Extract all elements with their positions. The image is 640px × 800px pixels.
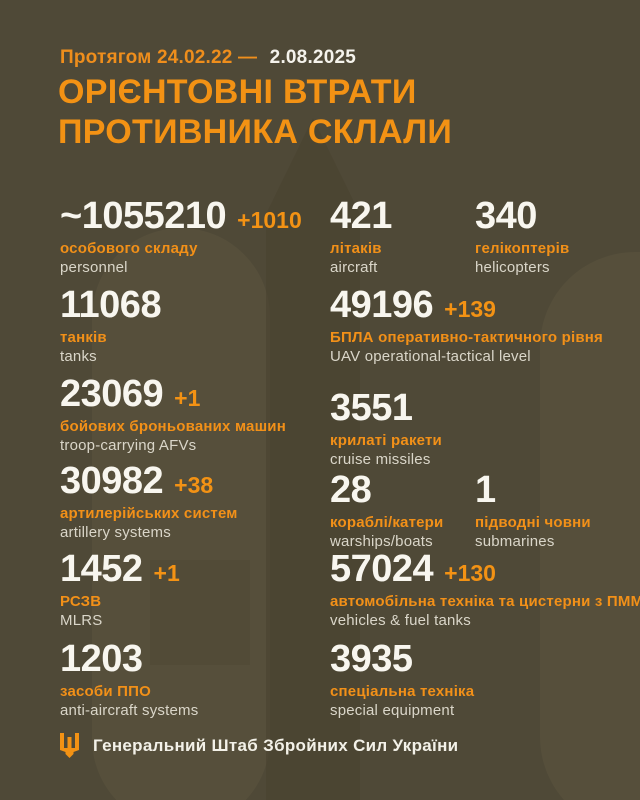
date-range: Протягом 24.02.22 — 2.08.2025 — [60, 47, 356, 69]
period-prefix: Протягом 24.02.22 — — [60, 47, 258, 68]
stat-label-en: warships/boats — [330, 533, 433, 550]
stat-label-ua: артилерійських систем — [60, 505, 238, 522]
stat-number-row: 30982 +38 — [60, 461, 238, 501]
footer-org-name: Генеральний Штаб Збройних Сил України — [93, 736, 459, 755]
stat-number-row: 1452 +1 — [60, 549, 180, 589]
stat-number-row: 3551 — [330, 388, 442, 428]
stat-label-ua: танків — [60, 329, 107, 346]
stat-submarines: 1 підводні човни submarines — [475, 470, 591, 552]
stat-label-en: helicopters — [475, 259, 550, 276]
stat-warships: 28 кораблі/катери warships/boats — [330, 470, 443, 552]
stat-vehicles-fuel-tanks: 57024 +130 автомобільна техніка та цисте… — [330, 549, 640, 631]
title-line-2: ПРОТИВНИКА СКЛАЛИ — [58, 113, 453, 151]
stat-personnel: ~1055210 +1010 особового складу personne… — [60, 196, 302, 278]
stat-label-en: special equipment — [330, 702, 455, 719]
stat-label-en: MLRS — [60, 612, 103, 629]
stat-artillery: 30982 +38 артилерійських систем artiller… — [60, 461, 238, 543]
trident-icon — [60, 733, 79, 758]
stat-label-en: submarines — [475, 533, 555, 550]
stat-delta: +130 — [444, 560, 496, 586]
stat-afv: 23069 +1 бойових броньованих машин troop… — [60, 374, 286, 456]
stat-label-ua: автомобільна техніка та цистерни з ПММ — [330, 593, 640, 610]
stat-number-row: 49196 +139 — [330, 285, 603, 325]
stat-cruise-missiles: 3551 крилаті ракети cruise missiles — [330, 388, 442, 470]
stat-aircraft: 421 літаків aircraft — [330, 196, 392, 278]
stat-label-en: troop-carrying AFVs — [60, 437, 197, 454]
stat-delta: +139 — [444, 296, 496, 322]
stat-delta: +1 — [153, 560, 180, 586]
stat-number-row: 57024 +130 — [330, 549, 640, 589]
stat-tanks: 11068 танків tanks — [60, 284, 162, 367]
stat-label-ua: РСЗВ — [60, 593, 102, 610]
stat-value: 1203 — [60, 638, 143, 680]
stat-helicopters: 340 гелікоптерів helicopters — [475, 196, 569, 278]
stat-number-row: ~1055210 +1010 — [60, 196, 302, 236]
page-title: ОРІЄНТОВНІ ВТРАТИ ПРОТИВНИКА СКЛАЛИ — [58, 72, 452, 152]
stat-label-ua: спеціальна техніка — [330, 683, 475, 700]
stat-label-en: vehicles & fuel tanks — [330, 612, 471, 629]
footer: Генеральний Штаб Збройних Сил України — [60, 733, 458, 759]
stat-mlrs: 1452 +1 РСЗВ MLRS — [60, 549, 180, 631]
stat-delta: +38 — [174, 472, 214, 498]
stat-value: 1452 — [60, 548, 143, 590]
stat-label-ua: засоби ППО — [60, 683, 151, 700]
stat-label-ua: гелікоптерів — [475, 240, 570, 257]
stat-delta: +1 — [174, 385, 201, 411]
stat-label-en: tanks — [60, 348, 97, 365]
stat-label-ua: БПЛА оперативно-тактичного рівня — [330, 329, 604, 346]
stat-value: 30982 — [60, 460, 164, 502]
stat-label-en: personnel — [60, 259, 128, 276]
period-end: 2.08.2025 — [269, 47, 356, 68]
stat-number-row: 28 — [330, 470, 443, 510]
stat-label-ua: літаків — [330, 240, 382, 257]
stat-delta: +1010 — [237, 207, 302, 233]
stat-value: 49196 — [330, 284, 434, 326]
stat-label-ua: підводні човни — [475, 514, 591, 531]
stat-value: 340 — [475, 195, 537, 237]
stat-special-equipment: 3935 спеціальна техніка special equipmen… — [330, 639, 474, 721]
stat-number-row: 1203 — [60, 639, 198, 679]
stat-value: 3551 — [330, 387, 413, 429]
stat-value: 57024 — [330, 548, 434, 590]
stat-label-en: aircraft — [330, 259, 378, 276]
stat-anti-aircraft: 1203 засоби ППО anti-aircraft systems — [60, 639, 198, 721]
stat-uav: 49196 +139 БПЛА оперативно-тактичного рі… — [330, 285, 603, 367]
stat-number-row: 23069 +1 — [60, 374, 286, 414]
stat-value: 11068 — [60, 284, 162, 326]
stat-label-en: artillery systems — [60, 524, 171, 541]
stat-number-row: 1 — [475, 470, 591, 510]
stat-label-ua: кораблі/катери — [330, 514, 444, 531]
stat-value: 3935 — [330, 638, 413, 680]
stat-value: 1 — [475, 469, 496, 511]
title-line-1: ОРІЄНТОВНІ ВТРАТИ — [58, 73, 417, 111]
stat-number-row: 11068 — [60, 284, 162, 326]
stat-label-ua: особового складу — [60, 240, 198, 257]
stat-number-row: 340 — [475, 196, 569, 236]
stat-label-ua: бойових броньованих машин — [60, 418, 286, 435]
stat-value: 28 — [330, 469, 372, 511]
stat-value: ~1055210 — [60, 195, 227, 237]
stat-number-row: 421 — [330, 196, 392, 236]
stat-label-en: UAV operational-tactical level — [330, 348, 531, 365]
stat-label-en: anti-aircraft systems — [60, 702, 199, 719]
stat-value: 23069 — [60, 373, 164, 415]
stat-value: 421 — [330, 195, 392, 237]
stat-label-ua: крилаті ракети — [330, 432, 442, 449]
stat-label-en: cruise missiles — [330, 451, 431, 468]
stat-number-row: 3935 — [330, 639, 474, 679]
